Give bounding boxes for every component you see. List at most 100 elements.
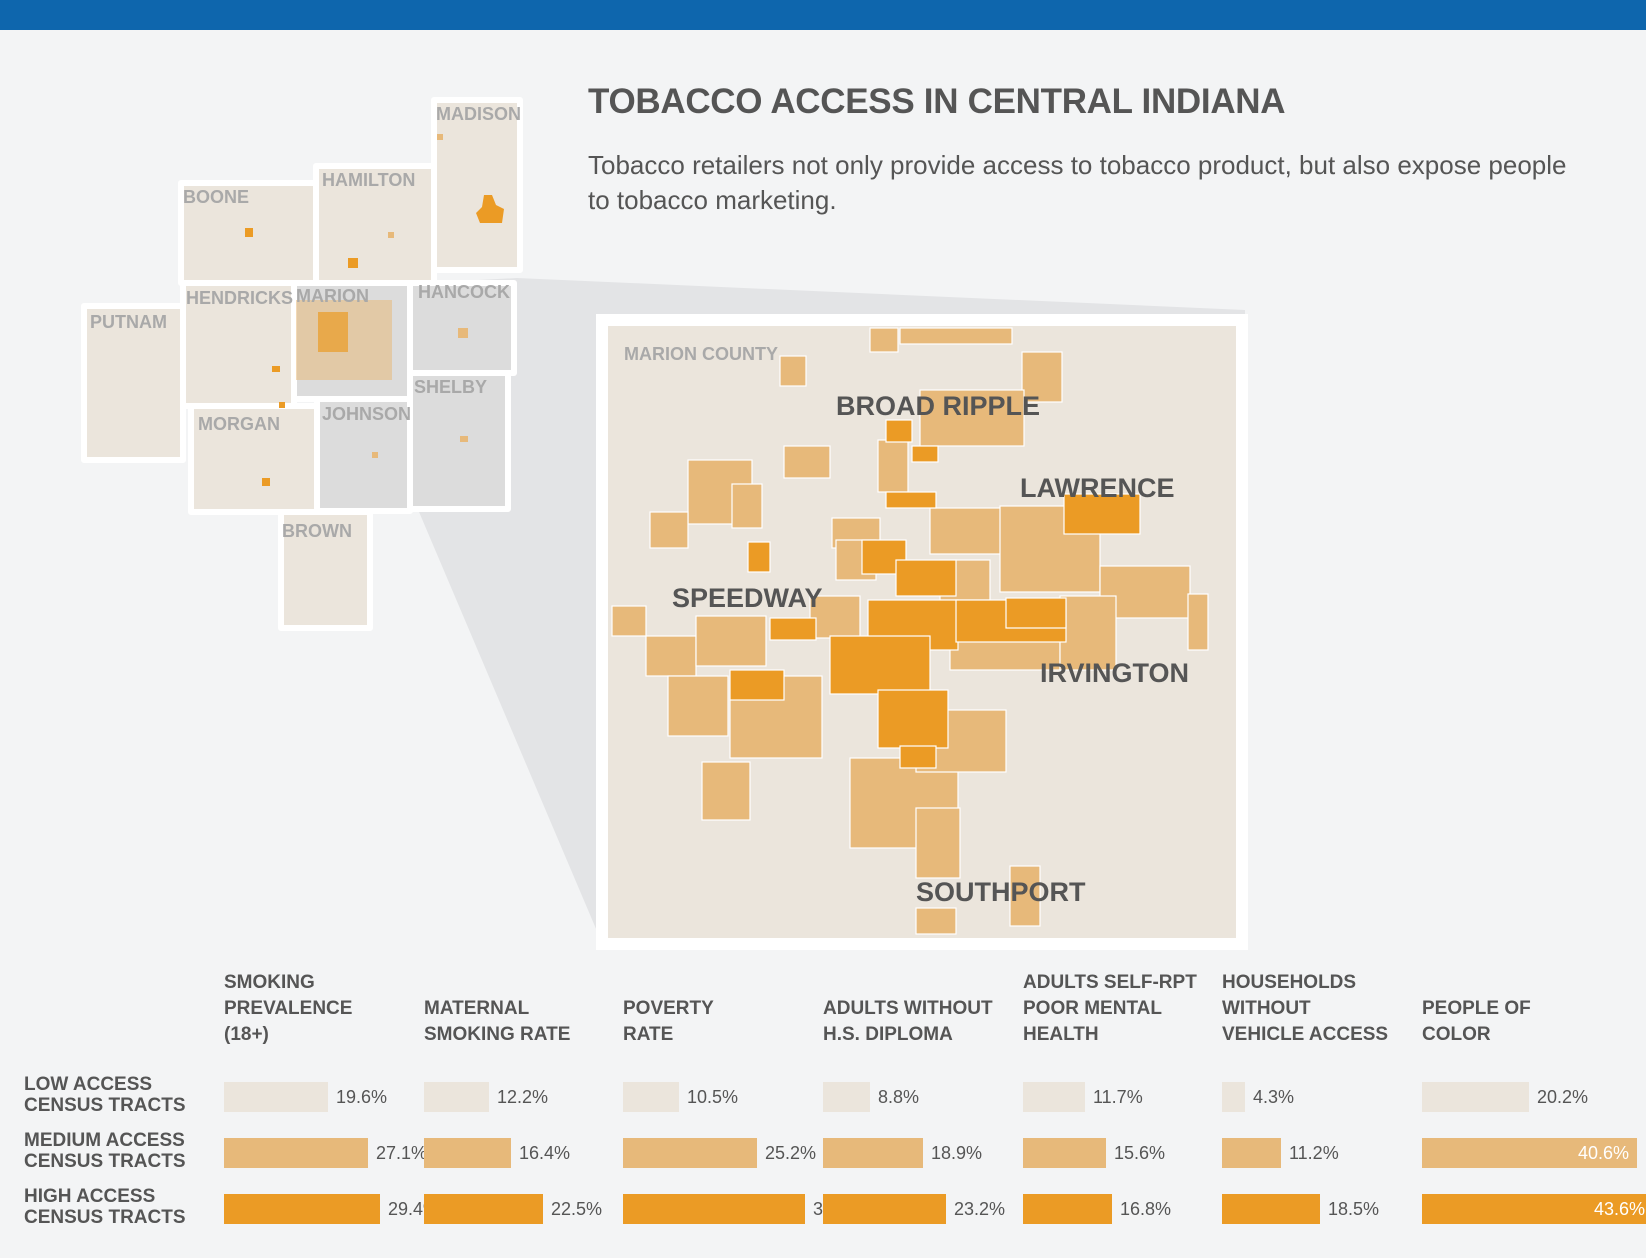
county-label-madison: MADISON [436, 104, 521, 124]
column-header: SMOKING PREVALENCE (18+) [224, 970, 420, 1048]
column-header-line: PEOPLE OF [1422, 998, 1531, 1019]
row-header: HIGH ACCESS CENSUS TRACTS [24, 1186, 224, 1228]
county-label-hendricks: HENDRICKS [186, 288, 293, 308]
bar [1023, 1138, 1106, 1168]
column-header-line: ADULTS WITHOUT [823, 998, 993, 1019]
row-header-line: CENSUS TRACTS [24, 1151, 186, 1172]
bar [623, 1138, 757, 1168]
bar-value-label: 23.2% [954, 1199, 1006, 1219]
bar-value-label: 27.1% [376, 1143, 428, 1163]
column-header-line: H.S. DIPLOMA [823, 1024, 953, 1045]
row-header: LOW ACCESS CENSUS TRACTS [24, 1074, 224, 1116]
column-header-line: POOR MENTAL [1023, 998, 1162, 1019]
row-header-line: CENSUS TRACTS [24, 1095, 186, 1116]
bar [1422, 1082, 1529, 1112]
column-header-line: VEHICLE ACCESS [1222, 1024, 1389, 1045]
bar [1222, 1194, 1320, 1224]
bar [224, 1082, 328, 1112]
bar [1422, 1194, 1646, 1224]
regional-access-spots [245, 134, 504, 486]
bar [823, 1082, 870, 1112]
column-header: ADULTS WITHOUT H.S. DIPLOMA [823, 996, 1019, 1048]
detail-map: MARION COUNTY BROAD RIPPLE LAWRENCE SPEE… [596, 314, 1248, 950]
neighborhood-irvington: IRVINGTON [1040, 658, 1189, 688]
bar-value-label: 12.2% [497, 1087, 549, 1107]
county-label-hamilton: HAMILTON [322, 170, 415, 190]
county-label-putnam: PUTNAM [90, 312, 167, 332]
bar-value-label: 11.2% [1289, 1143, 1339, 1163]
county-label-shelby: SHELBY [414, 377, 487, 397]
neighborhood-lawrence: LAWRENCE [1020, 473, 1175, 503]
bar-value-label: 43.6% [1593, 1199, 1645, 1219]
high-access-tracts [729, 419, 1141, 769]
page-title: TOBACCO ACCESS IN CENTRAL INDIANA [588, 82, 1286, 121]
bar-value-label: 8.8% [878, 1087, 920, 1107]
county-brown [278, 509, 373, 631]
county-morgan [188, 403, 320, 515]
column-header-line: SMOKING RATE [424, 1024, 571, 1045]
county-label-marion: MARION [296, 286, 369, 306]
regional-county-labels: MADISON BOONE HAMILTON HENDRICKS MARION … [90, 104, 521, 541]
county-johnson [314, 396, 413, 514]
column-header: MATERNAL SMOKING RATE [424, 996, 620, 1048]
bar [1023, 1194, 1112, 1224]
neighborhood-southport: SOUTHPORT [916, 877, 1086, 907]
column-header-line: COLOR [1422, 1024, 1491, 1045]
county-label-hancock: HANCOCK [418, 282, 510, 302]
column-header-line: MATERNAL [424, 998, 530, 1019]
county-putnam [81, 303, 186, 463]
row-header: MEDIUM ACCESS CENSUS TRACTS [24, 1130, 224, 1172]
bar [424, 1138, 511, 1168]
bar-value-label: 40.6% [1577, 1143, 1629, 1163]
county-label-brown: BROWN [282, 521, 352, 541]
bar [1023, 1082, 1085, 1112]
header-bar [0, 0, 1646, 30]
column-header-line: HEALTH [1023, 1024, 1099, 1045]
bar-value-label: 4.3% [1253, 1087, 1295, 1107]
column-header-line: (18+) [224, 1024, 269, 1045]
neighborhood-broad-ripple: BROAD RIPPLE [836, 391, 1040, 421]
bar [623, 1194, 805, 1224]
column-header-line: HOUSEHOLDS [1222, 972, 1357, 993]
bar-value-label: 16.8% [1120, 1199, 1172, 1219]
column-header-line: WITHOUT [1222, 998, 1311, 1019]
column-header-line: SMOKING [224, 972, 315, 993]
bar-value-label: 25.2% [765, 1143, 817, 1163]
bar [823, 1194, 946, 1224]
column-header: HOUSEHOLDS WITHOUT VEHICLE ACCESS [1222, 970, 1418, 1048]
county-label-johnson: JOHNSON [322, 404, 411, 424]
row-header-line: MEDIUM ACCESS [24, 1130, 185, 1151]
page-subtitle: Tobacco retailers not only provide acces… [588, 150, 1567, 215]
marion-county-label: MARION COUNTY [624, 344, 778, 364]
bar [1422, 1138, 1637, 1168]
row-header-line: LOW ACCESS [24, 1074, 153, 1095]
bar [1222, 1082, 1245, 1112]
bar [424, 1194, 543, 1224]
column-header: PEOPLE OF COLOR [1422, 996, 1618, 1048]
column-header-line: RATE [623, 1024, 674, 1045]
bar-value-label: 11.7% [1093, 1087, 1143, 1107]
bar-value-label: 22.5% [551, 1199, 603, 1219]
maps-svg: MADISON BOONE HAMILTON HENDRICKS MARION … [81, 97, 1248, 950]
bar [224, 1194, 380, 1224]
bar [823, 1138, 923, 1168]
bar-value-label: 18.5% [1328, 1199, 1380, 1219]
bar [1222, 1138, 1281, 1168]
bar [224, 1138, 368, 1168]
bar-value-label: 15.6% [1114, 1143, 1166, 1163]
column-header: ADULTS SELF-RPT POOR MENTAL HEALTH [1023, 970, 1219, 1048]
column-header-line: ADULTS SELF-RPT [1023, 972, 1197, 993]
bar-value-label: 10.5% [687, 1087, 739, 1107]
bar [424, 1082, 489, 1112]
column-header-line: POVERTY [623, 998, 714, 1019]
row-header-line: HIGH ACCESS [24, 1186, 156, 1207]
bar [623, 1082, 679, 1112]
bar-value-label: 16.4% [519, 1143, 571, 1163]
county-label-boone: BOONE [183, 187, 249, 207]
row-header-line: CENSUS TRACTS [24, 1207, 186, 1228]
county-label-morgan: MORGAN [198, 414, 280, 434]
neighborhood-speedway: SPEEDWAY [672, 583, 823, 613]
bar-value-label: 19.6% [336, 1087, 388, 1107]
bar-value-label: 20.2% [1537, 1087, 1589, 1107]
